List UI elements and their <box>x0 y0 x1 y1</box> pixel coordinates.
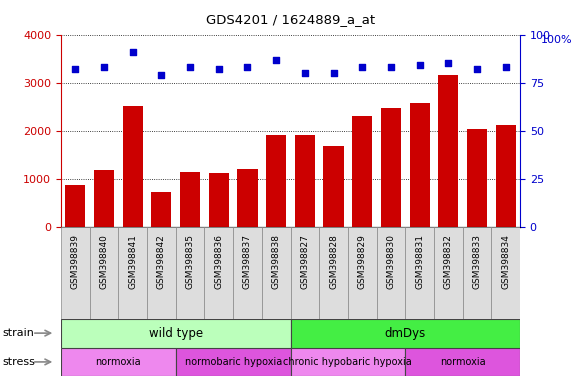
Text: normobaric hypoxia: normobaric hypoxia <box>185 357 282 367</box>
Text: GSM398842: GSM398842 <box>157 234 166 289</box>
FancyBboxPatch shape <box>290 319 520 348</box>
Text: GSM398836: GSM398836 <box>214 234 223 289</box>
Text: GSM398830: GSM398830 <box>386 234 396 289</box>
Point <box>71 66 80 72</box>
Point <box>300 70 310 76</box>
Text: GDS4201 / 1624889_a_at: GDS4201 / 1624889_a_at <box>206 13 375 26</box>
FancyBboxPatch shape <box>61 227 89 319</box>
FancyBboxPatch shape <box>290 227 319 319</box>
Text: GSM398838: GSM398838 <box>272 234 281 289</box>
FancyBboxPatch shape <box>492 227 520 319</box>
Bar <box>295 136 315 227</box>
Point <box>271 56 281 63</box>
FancyBboxPatch shape <box>205 227 233 319</box>
FancyBboxPatch shape <box>147 227 175 319</box>
Text: GSM398839: GSM398839 <box>71 234 80 289</box>
Bar <box>324 146 343 227</box>
Point <box>128 49 137 55</box>
FancyBboxPatch shape <box>61 348 175 376</box>
FancyBboxPatch shape <box>262 227 290 319</box>
Point <box>501 64 510 70</box>
Text: dmDys: dmDys <box>385 327 426 339</box>
FancyBboxPatch shape <box>175 348 290 376</box>
FancyBboxPatch shape <box>61 319 290 348</box>
Text: GSM398829: GSM398829 <box>358 234 367 289</box>
FancyBboxPatch shape <box>290 348 406 376</box>
Text: stress: stress <box>3 357 36 367</box>
Point <box>357 64 367 70</box>
Bar <box>410 103 429 227</box>
FancyBboxPatch shape <box>89 227 119 319</box>
Text: GSM398840: GSM398840 <box>99 234 109 289</box>
Text: 100%: 100% <box>541 35 572 45</box>
Point <box>243 64 252 70</box>
Text: chronic hypobaric hypoxia: chronic hypobaric hypoxia <box>284 357 413 367</box>
FancyBboxPatch shape <box>434 227 462 319</box>
Bar <box>352 116 372 227</box>
Point <box>415 62 424 68</box>
Text: GSM398832: GSM398832 <box>444 234 453 289</box>
Text: normoxia: normoxia <box>440 357 486 367</box>
Text: GSM398834: GSM398834 <box>501 234 510 289</box>
Text: GSM398833: GSM398833 <box>472 234 482 289</box>
Text: GSM398827: GSM398827 <box>300 234 309 289</box>
Bar <box>65 185 85 227</box>
Bar <box>94 170 114 227</box>
Text: wild type: wild type <box>149 327 203 339</box>
Bar <box>266 136 286 227</box>
Point <box>444 60 453 66</box>
Text: GSM398837: GSM398837 <box>243 234 252 289</box>
FancyBboxPatch shape <box>175 227 205 319</box>
FancyBboxPatch shape <box>376 227 406 319</box>
FancyBboxPatch shape <box>119 227 147 319</box>
Point <box>386 64 396 70</box>
Text: GSM398828: GSM398828 <box>329 234 338 289</box>
Bar <box>209 173 229 227</box>
Bar <box>381 108 401 227</box>
Text: GSM398835: GSM398835 <box>185 234 195 289</box>
FancyBboxPatch shape <box>348 227 376 319</box>
Bar <box>123 106 143 227</box>
Point <box>185 64 195 70</box>
FancyBboxPatch shape <box>406 227 434 319</box>
Point <box>214 66 224 72</box>
Bar <box>238 169 257 227</box>
Bar <box>438 75 458 227</box>
Point <box>99 64 109 70</box>
FancyBboxPatch shape <box>406 348 520 376</box>
FancyBboxPatch shape <box>319 227 348 319</box>
Text: GSM398841: GSM398841 <box>128 234 137 289</box>
Point <box>157 72 166 78</box>
Text: normoxia: normoxia <box>95 357 141 367</box>
FancyBboxPatch shape <box>462 227 492 319</box>
Point <box>472 66 482 72</box>
Text: GSM398831: GSM398831 <box>415 234 424 289</box>
Bar <box>152 192 171 227</box>
Bar <box>496 125 516 227</box>
Point <box>329 70 338 76</box>
Bar <box>467 129 487 227</box>
Text: strain: strain <box>3 328 35 338</box>
FancyBboxPatch shape <box>233 227 262 319</box>
Bar <box>180 172 200 227</box>
